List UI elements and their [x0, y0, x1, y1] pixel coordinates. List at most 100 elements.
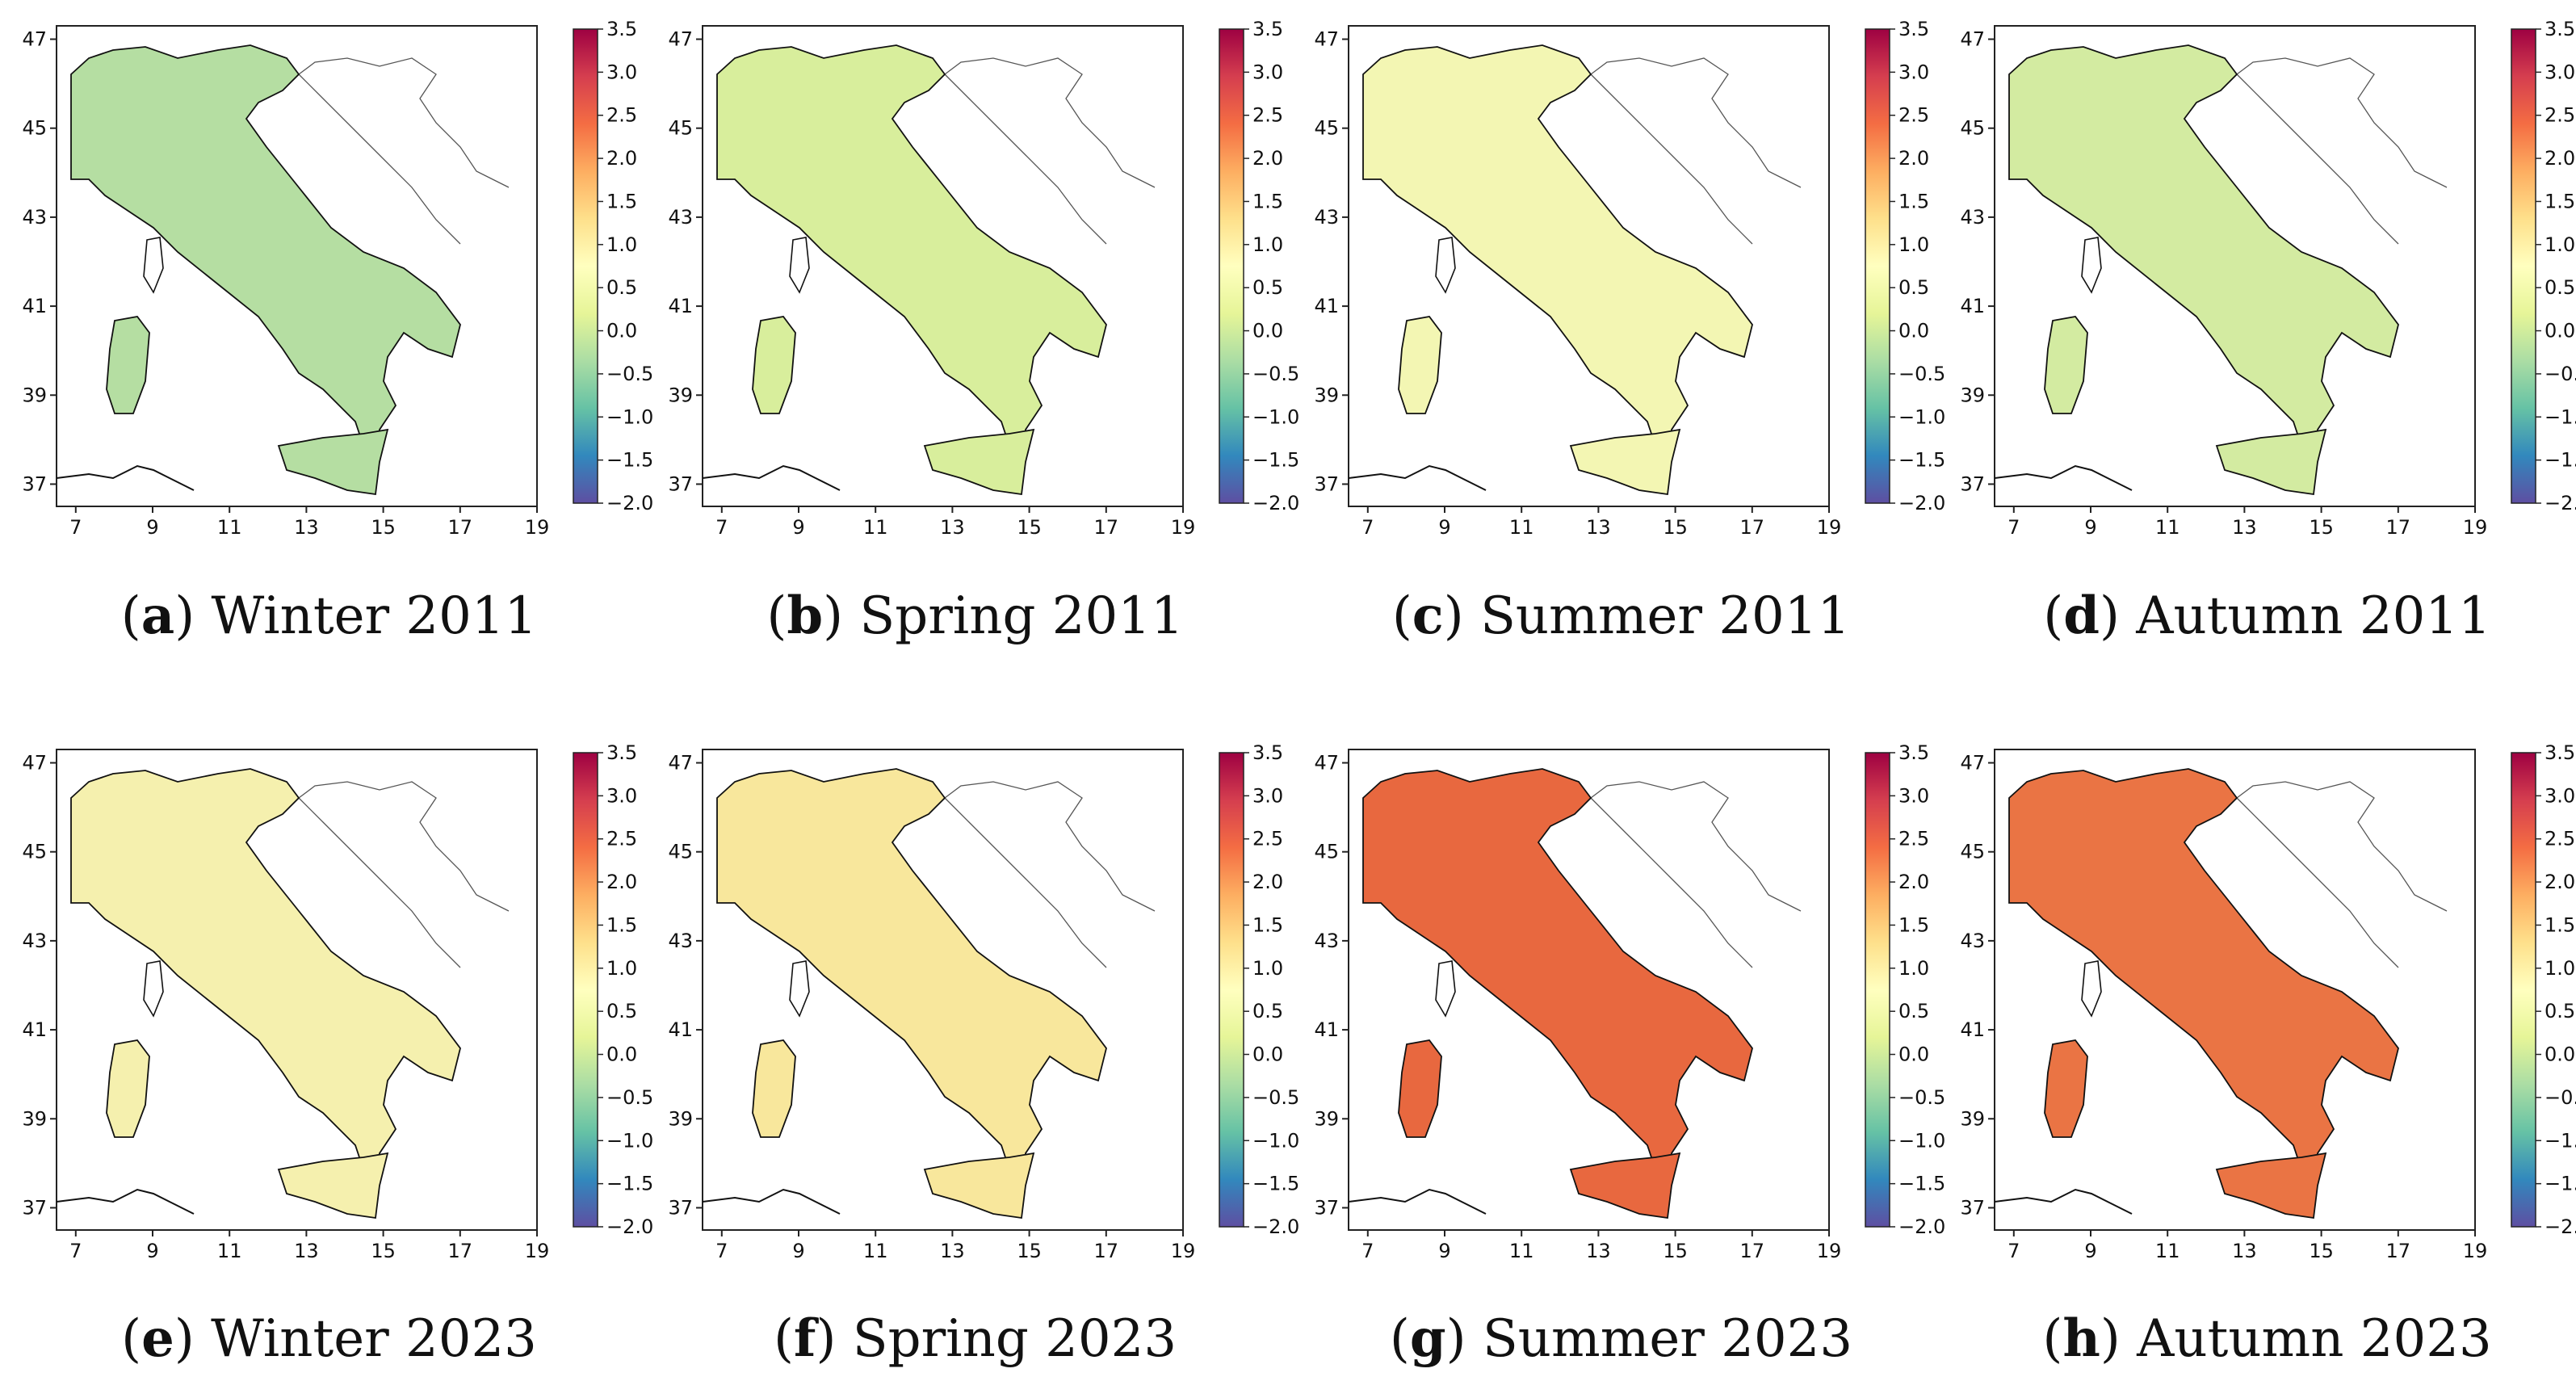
- coastline-france: [1348, 464, 1487, 491]
- colorbar-tick-label: 1.5: [1252, 913, 1283, 936]
- coastline-france: [56, 1188, 195, 1215]
- colorbar-tick-label: −2.0: [2545, 1215, 2576, 1238]
- y-tick-label: 39: [1314, 384, 1339, 406]
- landmass-sardinia: [2044, 1039, 2088, 1138]
- x-tick-label: 15: [1017, 1240, 1042, 1262]
- y-tick-label: 39: [1960, 1107, 1985, 1130]
- colorbar-tick-label: −1.0: [1252, 1129, 1299, 1152]
- landmass-sicily: [2215, 428, 2327, 496]
- colorbar-tick-label: 0.5: [1252, 1000, 1283, 1022]
- colorbar-tick-label: −0.5: [1252, 1086, 1299, 1109]
- island-corsica: [2081, 960, 2102, 1018]
- panel-caption-h: (h) Autumn 2023: [2042, 1308, 2492, 1369]
- y-tick-label: 39: [1960, 384, 1985, 406]
- colorbar-tick-label: −0.5: [1898, 1086, 1945, 1109]
- colorbar-tick-label: 0.5: [1898, 276, 1929, 299]
- x-tick-label: 15: [2309, 1240, 2334, 1262]
- landmass-sicily: [923, 1152, 1035, 1220]
- x-tick-label: 19: [2463, 516, 2488, 539]
- x-tick-label: 9: [1438, 516, 1450, 539]
- colorbar-tick-label: 3.5: [606, 18, 637, 40]
- colorbar-tick-label: 1.5: [2545, 190, 2575, 212]
- x-tick-label: 7: [715, 516, 728, 539]
- y-tick-label: 41: [1314, 295, 1339, 317]
- landmass-sardinia: [1398, 1039, 1442, 1138]
- x-tick-label: 19: [1817, 516, 1842, 539]
- colorbar-tick-label: 1.5: [1898, 190, 1929, 212]
- colorbar-tick-label: 0.5: [606, 1000, 637, 1022]
- x-tick-label: 7: [1361, 516, 1374, 539]
- colorbar-tick-label: 1.0: [2545, 233, 2575, 256]
- landmass-sicily: [1569, 428, 1681, 496]
- map-panel-f: 7 9 11 13 15 17 19 47 45 43 41 39 37 3.5 3.0 2.5 2.0 1.5 1…: [668, 741, 1299, 1262]
- colorbar-tick-label: 1.0: [606, 233, 637, 256]
- y-tick-label: 41: [1960, 295, 1985, 317]
- colorbar-tick-label: 0.0: [2545, 320, 2575, 342]
- x-tick-label: 13: [2232, 516, 2257, 539]
- map-panel-b: 7 9 11 13 15 17 19 47 45 43 41 39 37 3.5 3.0 2.5 2.0 1.5 1…: [668, 18, 1299, 539]
- colorbar-tick-label: 1.5: [606, 913, 637, 936]
- panel-letter: d: [2063, 586, 2100, 646]
- panel-label: Summer 2011: [1480, 586, 1851, 646]
- colorbar-tick-label: 2.5: [1898, 104, 1929, 127]
- y-tick-label: 45: [668, 841, 693, 863]
- x-tick-label: 11: [1509, 516, 1534, 539]
- landmass-peninsula: [70, 44, 461, 464]
- colorbar-tick-label: 3.5: [1252, 741, 1283, 764]
- colorbar-tick-label: −2.0: [1898, 492, 1945, 514]
- panel-label: Autumn 2011: [2136, 586, 2491, 646]
- colorbar-tick-label: 2.0: [606, 871, 637, 893]
- x-tick-label: 7: [1361, 1240, 1374, 1262]
- colorbar-tick-label: 3.5: [2545, 741, 2575, 764]
- x-tick-label: 13: [1586, 516, 1611, 539]
- x-tick-label: 19: [1171, 516, 1196, 539]
- y-tick-label: 45: [1960, 117, 1985, 140]
- colorbar-tick-label: 3.0: [1898, 784, 1929, 807]
- colorbar-tick-label: 0.0: [1252, 320, 1283, 342]
- panel-letter: f: [793, 1308, 816, 1369]
- y-tick-label: 43: [1314, 930, 1339, 952]
- x-tick-label: 7: [2008, 1240, 2020, 1262]
- island-corsica: [1435, 237, 1456, 294]
- landmass-peninsula: [1362, 768, 1753, 1188]
- panel-caption-e: (e) Winter 2023: [121, 1308, 537, 1369]
- y-tick-label: 47: [22, 752, 47, 775]
- colorbar-tick-label: 3.0: [1252, 61, 1283, 83]
- colorbar-tick-label: −1.0: [606, 405, 653, 428]
- coastline-balkans: [298, 57, 510, 245]
- colorbar-tick-label: 0.5: [2545, 276, 2575, 299]
- colorbar-tick-label: −1.0: [606, 1129, 653, 1152]
- colorbar-tick-label: −1.5: [1898, 449, 1945, 472]
- coastline-balkans: [1590, 57, 1802, 245]
- y-tick-label: 45: [22, 841, 47, 863]
- landmass-peninsula: [2008, 44, 2399, 464]
- x-tick-label: 7: [2008, 516, 2020, 539]
- y-tick-label: 41: [668, 295, 693, 317]
- colorbar-tick-label: −1.5: [2545, 1173, 2576, 1195]
- x-tick-label: 15: [371, 1240, 396, 1262]
- x-tick-label: 13: [940, 1240, 965, 1262]
- panel-letter: b: [787, 586, 824, 646]
- landmass-sardinia: [106, 316, 150, 414]
- landmass-sardinia: [2044, 316, 2088, 414]
- y-tick-label: 43: [668, 206, 693, 229]
- y-tick-label: 37: [22, 1196, 47, 1219]
- panel-label: Summer 2023: [1482, 1309, 1853, 1369]
- y-tick-label: 41: [1314, 1018, 1339, 1041]
- colorbar-tick-label: −1.5: [606, 1173, 653, 1195]
- y-tick-label: 47: [1960, 752, 1985, 775]
- coastline-france: [1348, 1188, 1487, 1215]
- colorbar-tick-label: −1.0: [2545, 1129, 2576, 1152]
- y-tick-label: 45: [1314, 117, 1339, 140]
- colorbar-tick-label: 0.5: [1898, 1000, 1929, 1022]
- colorbar-tick-label: 1.5: [1252, 190, 1283, 212]
- map-panel-g: 7 9 11 13 15 17 19 47 45 43 41 39 37 3.5 3.0 2.5 2.0 1.5 1…: [1314, 741, 1945, 1262]
- coastline-balkans: [2236, 57, 2448, 245]
- x-tick-label: 9: [2084, 516, 2096, 539]
- colorbar-tick-label: −2.0: [1252, 492, 1299, 514]
- colorbar-tick-label: 3.0: [2545, 784, 2575, 807]
- colorbar-tick-label: 0.0: [2545, 1043, 2575, 1066]
- x-tick-label: 9: [146, 516, 158, 539]
- x-tick-label: 11: [217, 516, 242, 539]
- y-tick-label: 39: [22, 1107, 47, 1130]
